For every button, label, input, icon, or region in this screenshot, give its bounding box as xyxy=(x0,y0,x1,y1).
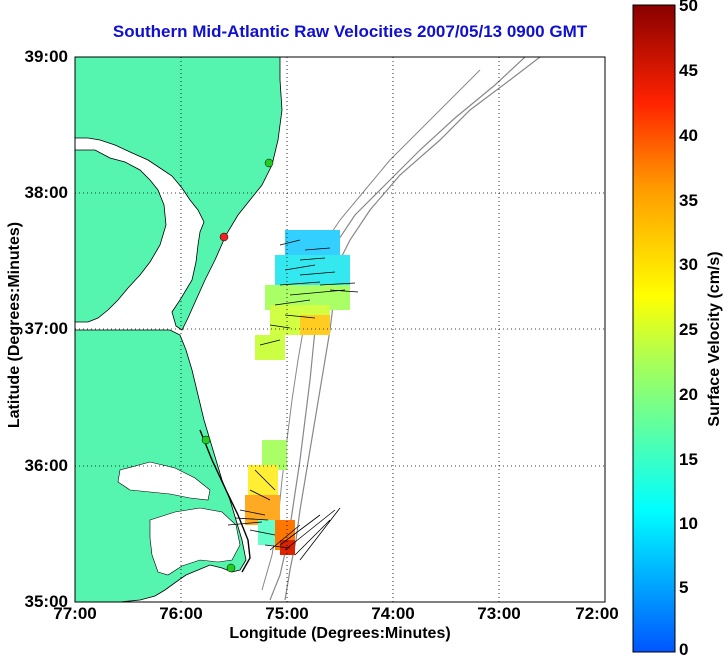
y-axis-label: Latitude (Degrees:Minutes) xyxy=(6,221,23,429)
colorbar-tick: 10 xyxy=(679,514,698,533)
lon-tick: 76:00 xyxy=(159,604,203,623)
lon-tick: 77:00 xyxy=(53,604,97,623)
colorbar-tick: 20 xyxy=(679,385,698,404)
land-mainland xyxy=(75,57,283,331)
colorbar-tick: 35 xyxy=(679,191,698,210)
albemarle-sound xyxy=(117,461,211,501)
colorbar-tick: 30 xyxy=(679,255,698,274)
colorbar-label: Surface Velocity (cm/s) xyxy=(706,251,723,427)
velocity-arrows xyxy=(227,239,359,561)
colorbar-tick: 5 xyxy=(679,578,689,597)
lat-tick: 35:00 xyxy=(24,592,68,611)
lon-tick: 75:00 xyxy=(265,604,309,623)
colorbar xyxy=(632,4,676,653)
colorbar-tick: 45 xyxy=(679,61,698,80)
colorbar-tick: 0 xyxy=(679,640,689,659)
map-title: Southern Mid-Atlantic Raw Velocities 200… xyxy=(112,22,588,41)
lon-tick: 74:00 xyxy=(371,604,415,623)
colorbar-tick: 15 xyxy=(679,450,698,469)
colorbar-tick: 25 xyxy=(679,320,698,339)
lat-tick: 39:00 xyxy=(24,47,68,66)
station-markers xyxy=(201,158,274,573)
outer-banks xyxy=(199,429,251,573)
lat-tick: 36:00 xyxy=(24,456,68,475)
colorbar-tick: 40 xyxy=(679,126,698,145)
plot-border xyxy=(74,56,606,603)
grid-lines xyxy=(75,57,605,602)
lon-tick: 73:00 xyxy=(477,604,521,623)
lat-tick: 38:00 xyxy=(24,183,68,202)
lat-tick: 37:00 xyxy=(24,319,68,338)
lon-tick: 72:00 xyxy=(575,604,619,623)
colorbar-tick: 50 xyxy=(679,0,698,15)
pamlico-sound xyxy=(149,507,241,576)
velocity-patch-north xyxy=(255,230,350,360)
x-axis-label: Longitude (Degrees:Minutes) xyxy=(229,625,451,642)
